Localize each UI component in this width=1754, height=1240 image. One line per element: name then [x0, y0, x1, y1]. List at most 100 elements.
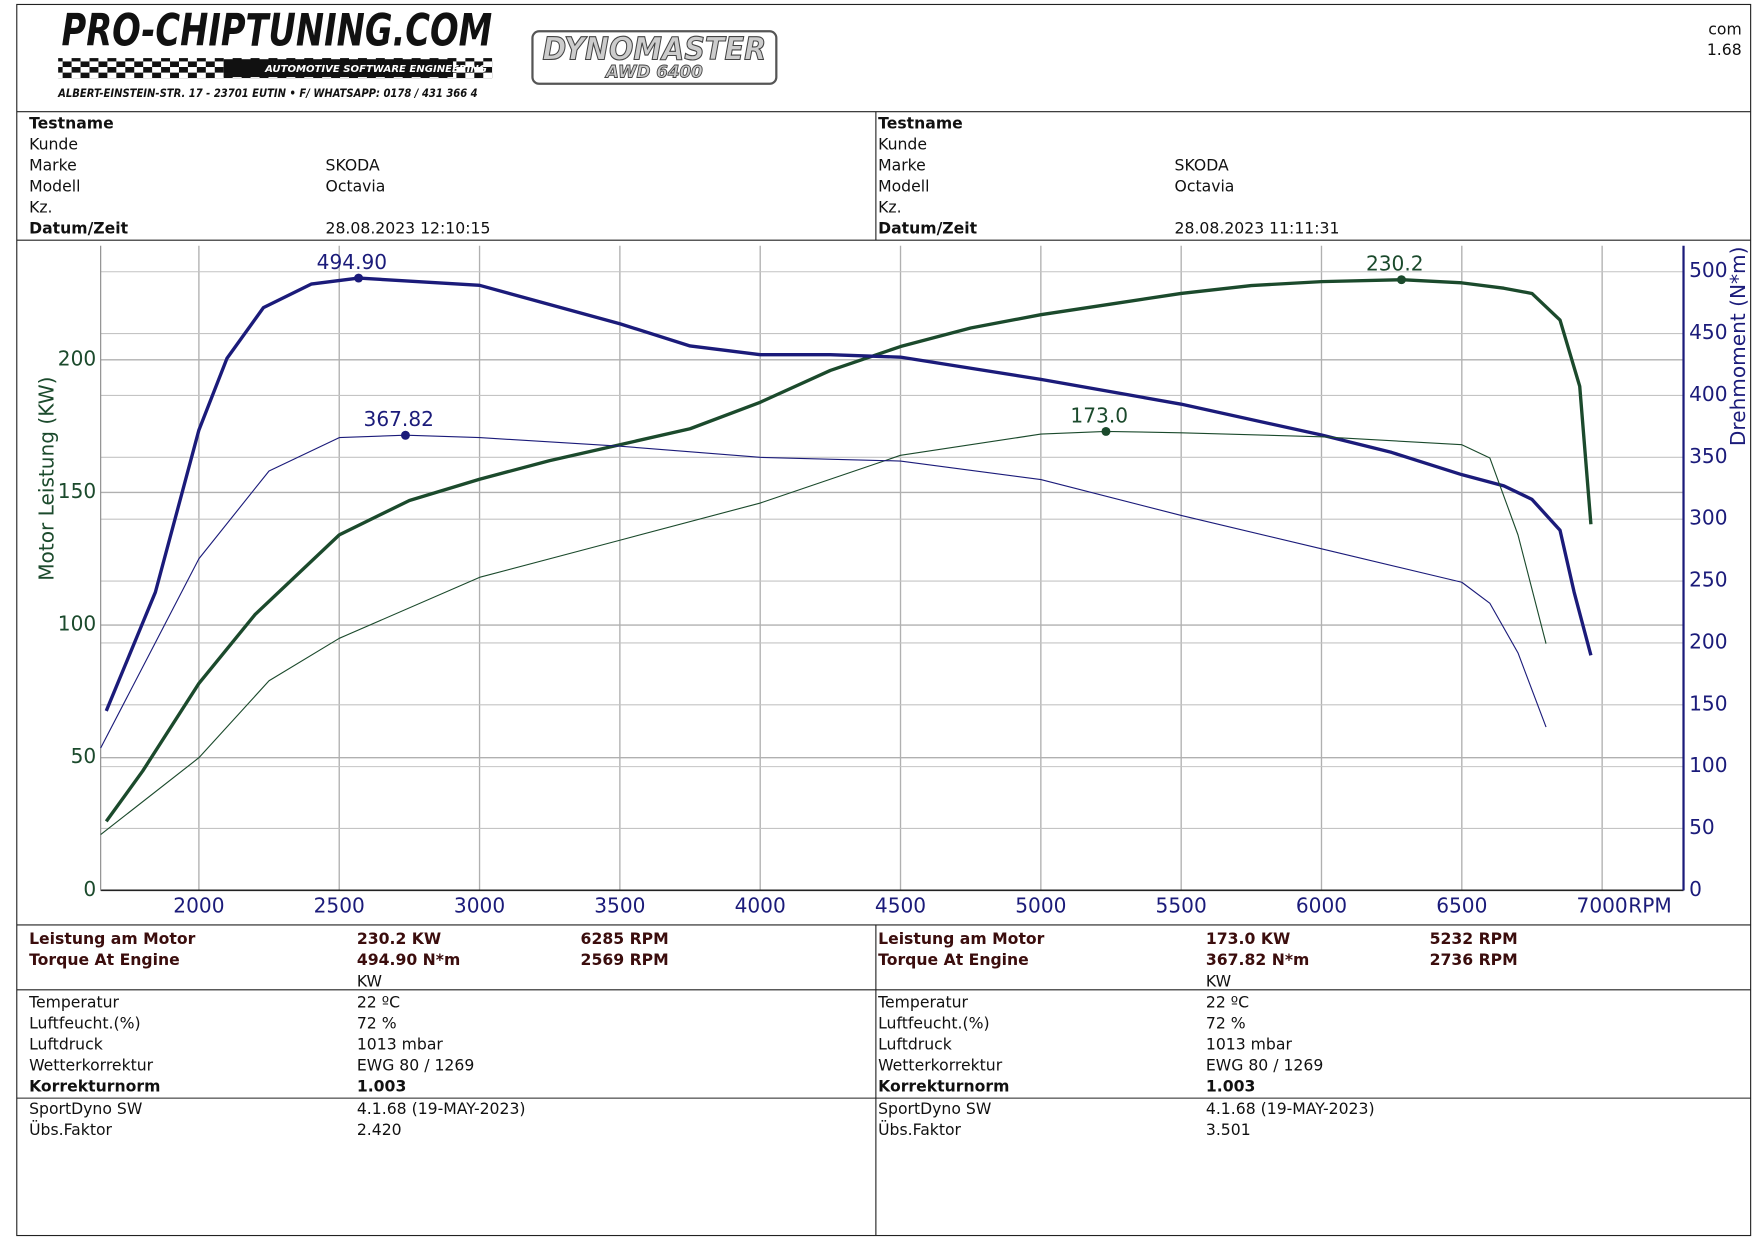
info-cell: Kunde [878, 135, 927, 154]
peak-label: 173.0 [1070, 403, 1128, 427]
software-cell: 3.501 [1206, 1120, 1251, 1139]
x-tick-label: 3500 [594, 894, 645, 918]
x-tick-label: 2500 [314, 894, 365, 918]
info-cell: Testname [29, 114, 114, 133]
conditions-cell: Temperatur [28, 993, 119, 1012]
logo: PRO-CHIPTUNING.COM AUTOMOTIVE SOFTWARE E… [57, 4, 1741, 100]
y2-tick-label: 50 [1689, 815, 1715, 839]
results-cell: Leistung am Motor [878, 929, 1045, 948]
info-cell: 28.08.2023 12:10:15 [326, 219, 491, 238]
software-cell: SportDyno SW [29, 1099, 142, 1118]
conditions-cell: Korrekturnorm [878, 1077, 1009, 1096]
y2-tick-label: 0 [1689, 877, 1702, 901]
conditions-cell: 1.003 [357, 1077, 407, 1096]
conditions-cell: Temperatur [877, 993, 968, 1012]
series-line [100, 434, 1547, 749]
conditions-cell: Luftdruck [878, 1035, 953, 1054]
conditions-cell: 1.003 [1206, 1077, 1256, 1096]
x-tick-label: 2000 [173, 894, 224, 918]
info-cell: SKODA [326, 156, 380, 175]
y2-tick-label: 500 [1689, 258, 1727, 282]
conditions-cell: 22 ºC [1206, 993, 1249, 1012]
conditions-cell: Korrekturnorm [29, 1077, 160, 1096]
series-line [100, 430, 1547, 836]
results-cell: 2569 RPM [581, 950, 669, 969]
conditions-cell: 72 % [1206, 1014, 1246, 1033]
tagline: AUTOMOTIVE SOFTWARE ENGINEERING [264, 64, 487, 75]
y2-tick-label: 400 [1689, 382, 1727, 406]
series-line [104, 276, 1593, 712]
series-line [104, 278, 1593, 823]
y-tick-label: 200 [58, 346, 96, 370]
chart: 2000 2500 3000 3500 4000 4500 5000 5500 6000 6500… [35, 245, 1750, 918]
peak-marker [1397, 275, 1406, 285]
results-cell: Leistung am Motor [29, 929, 196, 948]
peak-label: 494.90 [317, 250, 387, 274]
results-cell: 5232 RPM [1430, 929, 1518, 948]
info-cell: Octavia [326, 177, 386, 196]
info-cell: Kunde [29, 135, 78, 154]
conditions-cell: 1013 mbar [357, 1035, 444, 1054]
info-cell: 28.08.2023 11:11:31 [1175, 219, 1340, 238]
conditions-cell: 22 ºC [357, 993, 400, 1012]
software-cell: 4.1.68 (19-MAY-2023) [1206, 1099, 1375, 1118]
x-tick-label: 5000 [1015, 894, 1066, 918]
results-cell: 494.90 N*m [357, 950, 460, 969]
logo-text: PRO-CHIPTUNING.COM [62, 4, 493, 57]
dyno-brand: DYNOMASTER [543, 31, 767, 67]
results-cell: 2736 RPM [1430, 950, 1518, 969]
x-tick-label: 4000 [735, 894, 786, 918]
conditions-cell: 72 % [357, 1014, 397, 1033]
results-cell: Torque At Engine [29, 950, 180, 969]
y-axis-title: Motor Leistung (KW) [35, 377, 59, 581]
software-cell: Übs.Faktor [878, 1120, 961, 1139]
software-cell: SportDyno SW [878, 1099, 991, 1118]
info-cell: Marke [29, 156, 77, 175]
corner-text: com [1708, 20, 1741, 39]
address: ALBERT-EINSTEIN-STR. 17 - 23701 EUTIN • … [57, 87, 478, 100]
info-cell: Modell [878, 177, 929, 196]
info-cell: Modell [29, 177, 80, 196]
y2-tick-label: 150 [1689, 691, 1727, 715]
peak-marker [1101, 426, 1111, 436]
x-axis-title: RPM [1628, 894, 1671, 918]
conditions-cell: Luftdruck [29, 1035, 104, 1054]
software-cell: Übs.Faktor [29, 1120, 112, 1139]
dyno-model: AWD 6400 [604, 62, 703, 82]
y2-tick-label: 100 [1689, 753, 1727, 777]
results-unit: KW [357, 971, 382, 990]
y2-tick-label: 250 [1689, 568, 1727, 592]
y-tick-label: 150 [58, 479, 96, 503]
results-cell: 6285 RPM [581, 929, 669, 948]
peak-label: 230.2 [1366, 252, 1424, 276]
y2-tick-label: 350 [1689, 444, 1727, 468]
info-cell: Octavia [1175, 177, 1235, 196]
results-cell: Torque At Engine [878, 950, 1029, 969]
frame [16, 3, 1752, 1237]
conditions-cell: EWG 80 / 1269 [1206, 1056, 1323, 1075]
conditions-cell: Wetterkorrektur [29, 1056, 154, 1075]
x-tick-label: 7000 [1577, 894, 1628, 918]
info-cell: Datum/Zeit [29, 219, 129, 238]
conditions-cell: Luftfeucht.(%) [878, 1014, 990, 1033]
software-cell: 2.420 [357, 1120, 402, 1139]
info-cell: Kz. [878, 198, 901, 217]
results-cell: 230.2 KW [357, 929, 441, 948]
info-cell: Kz. [29, 198, 52, 217]
x-tick-label: 6000 [1296, 894, 1347, 918]
results-cell: 367.82 N*m [1206, 950, 1309, 969]
peak-label: 367.82 [364, 407, 434, 431]
conditions-cell: Wetterkorrektur [878, 1056, 1003, 1075]
info-cell: Testname [878, 114, 963, 133]
conditions-cell: Luftfeucht.(%) [29, 1014, 141, 1033]
tagline-band [223, 59, 454, 78]
y-tick-label: 50 [71, 744, 97, 768]
peak-marker [354, 273, 364, 283]
y-tick-label: 100 [58, 612, 96, 636]
conditions-cell: EWG 80 / 1269 [357, 1056, 474, 1075]
results-unit: KW [1206, 971, 1231, 990]
x-tick-label: 6500 [1436, 894, 1487, 918]
dyno-box [531, 30, 778, 85]
